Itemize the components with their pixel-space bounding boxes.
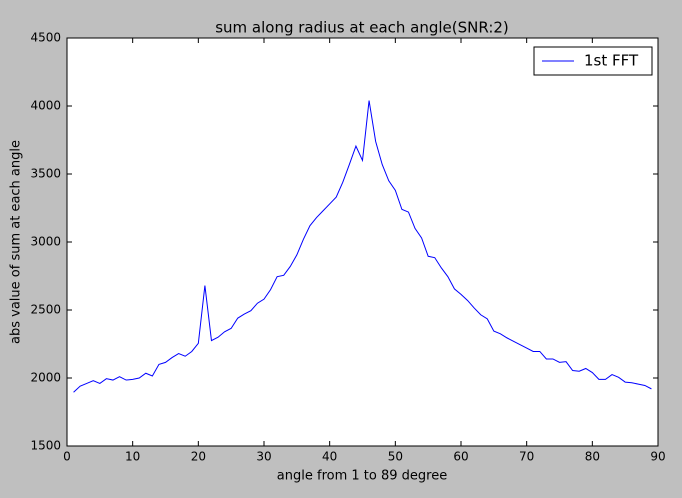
x-tick-label: 80 — [585, 450, 600, 464]
x-tick-label: 90 — [650, 450, 665, 464]
x-tick-label: 10 — [125, 450, 140, 464]
x-tick-label: 30 — [256, 450, 271, 464]
x-tick-label: 0 — [63, 450, 71, 464]
x-tick-label: 20 — [191, 450, 206, 464]
y-tick-label: 2500 — [30, 303, 61, 317]
x-tick-label: 60 — [453, 450, 468, 464]
x-tick-label: 70 — [519, 450, 534, 464]
y-tick-label: 4500 — [30, 31, 61, 45]
data-line — [73, 100, 652, 393]
y-tick-label: 2000 — [30, 371, 61, 385]
x-tick-label: 40 — [322, 450, 337, 464]
chart-title: sum along radius at each angle(SNR:2) — [215, 19, 509, 37]
plot-frame — [66, 37, 659, 447]
y-tick-label: 3000 — [30, 235, 61, 249]
x-axis-label: angle from 1 to 89 degree — [277, 469, 447, 484]
y-tick-label: 3500 — [30, 167, 61, 181]
y-tick-label: 4000 — [30, 99, 61, 113]
y-tick-label: 1500 — [30, 439, 61, 453]
y-axis-label: abs value of sum at each angle — [9, 140, 24, 344]
plot-area — [67, 38, 658, 446]
legend-label: 1st FFT — [584, 52, 639, 70]
x-tick-label: 50 — [388, 450, 403, 464]
